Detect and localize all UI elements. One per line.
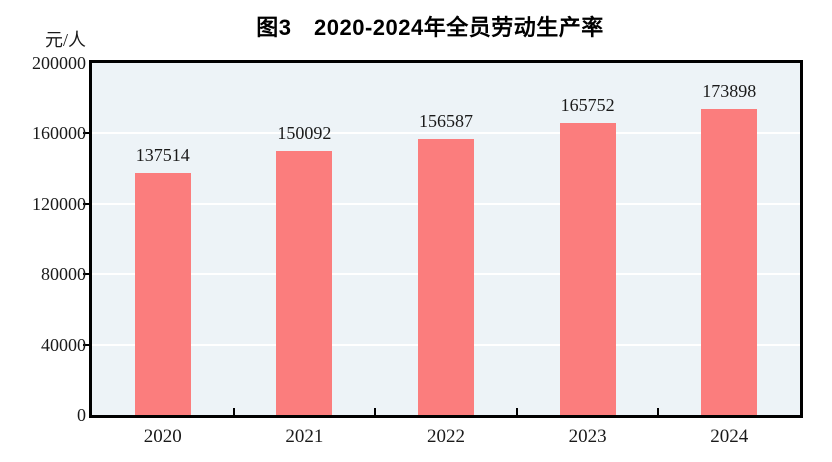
x-category-label: 2023 — [568, 426, 607, 447]
bar-value-label: 156587 — [419, 111, 473, 132]
y-tick-label: 80000 — [41, 264, 86, 285]
x-category-label: 2024 — [710, 426, 749, 447]
y-axis-tick — [83, 273, 89, 276]
plot-area: 137514 150092 156587 165752 173898 — [83, 60, 803, 418]
x-category-label: 2021 — [285, 426, 324, 447]
y-axis-tick — [83, 132, 89, 135]
plot-inner: 137514 150092 156587 165752 173898 — [83, 63, 800, 415]
x-category-label: 2022 — [427, 426, 465, 447]
x-axis-tick — [657, 408, 660, 415]
y-axis-unit-label: 元/人 — [44, 30, 86, 50]
bar-2021 — [276, 150, 333, 415]
bar-2024 — [701, 108, 758, 415]
x-axis-tick — [232, 408, 235, 415]
x-axis-tick — [374, 408, 377, 415]
bar-value-label: 137514 — [135, 144, 190, 165]
y-tick-label: 120000 — [32, 193, 86, 214]
bar-value-label: 150092 — [277, 122, 332, 143]
bar-2022 — [418, 139, 474, 415]
y-axis-tick — [83, 343, 89, 346]
y-tick-label: 0 — [77, 405, 86, 425]
gridline — [92, 132, 800, 135]
y-tick-label: 40000 — [41, 334, 86, 355]
x-axis-tick — [515, 408, 518, 415]
y-tick-label: 160000 — [32, 123, 86, 144]
bar-value-label: 165752 — [560, 95, 615, 116]
bar-2023 — [559, 123, 616, 415]
chart-title: 图3 2020-2024年全员劳动生产率 — [256, 15, 604, 40]
y-axis-tick — [83, 202, 89, 205]
bar-2020 — [134, 172, 191, 415]
y-tick-label: 200000 — [32, 53, 86, 73]
x-category-label: 2020 — [143, 426, 182, 447]
bar-value-label: 173898 — [702, 80, 757, 101]
